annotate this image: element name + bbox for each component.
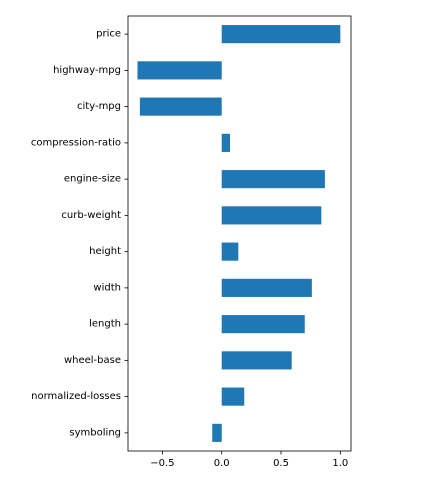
bar-price [221, 25, 341, 44]
x-tick-label: 1.0 [332, 458, 348, 469]
y-tick-label: city-mpg [77, 101, 121, 112]
bar-length [221, 315, 305, 334]
y-tick-label: height [89, 246, 121, 257]
y-tick-label: symboling [69, 427, 121, 438]
y-tick-label: width [93, 282, 121, 293]
bar-normalized-losses [221, 387, 245, 406]
y-tick-label: normalized-losses [31, 391, 121, 402]
x-tick-label: −0.5 [150, 458, 174, 469]
x-tick-label: 0.5 [273, 458, 289, 469]
bar-wheel-base [221, 351, 292, 370]
bars-group [137, 25, 341, 442]
y-tick-label: price [96, 29, 121, 40]
x-ticks: −0.5 0.0 0.5 1.0 [150, 451, 348, 469]
axes-frame [127, 15, 352, 452]
bar-height [221, 242, 239, 261]
y-tick-label: curb-weight [61, 210, 121, 221]
x-tick-label: 0.0 [214, 458, 230, 469]
bar-compression-ratio [221, 133, 231, 152]
y-tick-label: wheel-base [64, 355, 121, 366]
bar-symboling [212, 423, 222, 442]
y-tick-label: engine-size [64, 174, 121, 185]
y-tick-label: highway-mpg [53, 65, 121, 76]
bar-highway-mpg [137, 61, 222, 80]
bar-width [221, 278, 312, 297]
bar-city-mpg [139, 97, 222, 116]
y-tick-labels: symboling normalized-losses wheel-base leng… [31, 29, 128, 438]
y-tick-label: compression-ratio [31, 137, 121, 148]
bar-curb-weight [221, 206, 322, 225]
y-tick-label: length [89, 319, 121, 330]
bar-engine-size [221, 170, 325, 189]
